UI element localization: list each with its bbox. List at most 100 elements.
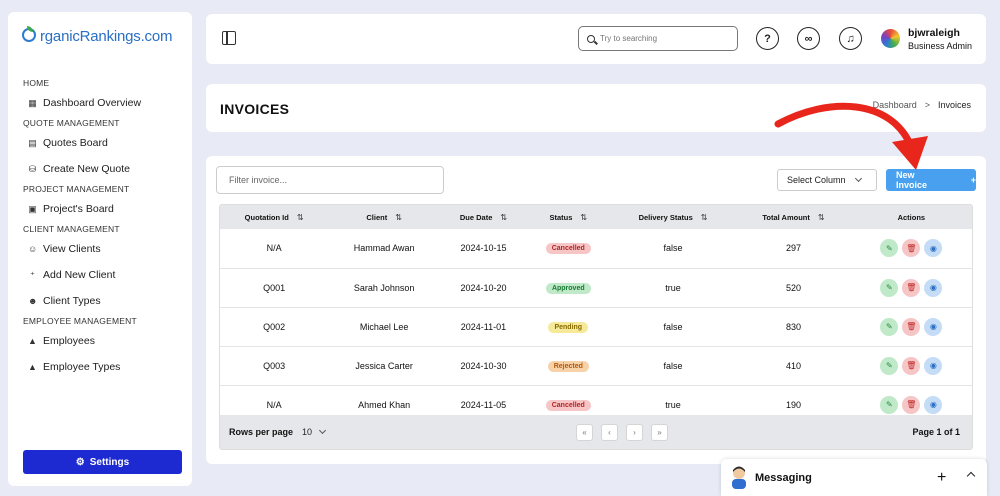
column-header-status[interactable]: Status ⇅: [549, 212, 588, 222]
clipboard-icon: ▣: [28, 203, 37, 214]
view-button[interactable]: ◉: [924, 239, 943, 258]
database-icon: ⛁: [28, 163, 37, 174]
prev-page-button[interactable]: ‹: [601, 423, 618, 441]
sidebar-item-quotes-board[interactable]: ▤ Quotes Board: [8, 130, 192, 156]
chevron-up-icon[interactable]: [966, 471, 976, 481]
next-page-button[interactable]: ›: [626, 423, 643, 441]
status-badge: Cancelled: [545, 243, 591, 255]
sidebar-item-employee-types[interactable]: ▲ Employee Types: [8, 354, 192, 380]
cell-client: Ahmed Khan: [358, 399, 411, 410]
nav-heading-client: CLIENT MANAGEMENT: [23, 224, 120, 234]
notifications-button[interactable]: ♫: [839, 27, 862, 50]
nav-heading-home: HOME: [23, 78, 50, 88]
status-badge: Rejected: [547, 360, 589, 372]
select-column-dropdown[interactable]: Select Column: [777, 169, 877, 191]
table-row: N/A Hammad Awan 2024-10-15 Cancelled fal…: [220, 229, 972, 268]
page-title: INVOICES: [220, 101, 290, 117]
page-info: Page 1 of 1: [912, 427, 960, 437]
column-header-total-amount[interactable]: Total Amount ⇅: [762, 212, 825, 222]
sidebar-item-dashboard-overview[interactable]: ▦ Dashboard Overview: [8, 90, 192, 116]
messaging-avatar-icon: [732, 466, 746, 489]
column-header-client[interactable]: Client ⇅: [366, 212, 402, 222]
column-header-actions: Actions: [897, 212, 926, 222]
nav-heading-quote: QUOTE MANAGEMENT: [23, 118, 120, 128]
column-header-delivery-status[interactable]: Delivery Status ⇅: [638, 212, 708, 222]
page-title-bar: INVOICES Dashboard > Invoices: [206, 84, 986, 132]
sidebar-item-projects-board[interactable]: ▣ Project's Board: [8, 196, 192, 222]
sort-icon[interactable]: ⇅: [817, 212, 825, 222]
view-button[interactable]: ◉: [924, 356, 943, 375]
filter-invoice-input[interactable]: [216, 166, 444, 194]
delete-button[interactable]: 🗑: [902, 356, 921, 375]
cell-delivery-status: true: [665, 282, 681, 293]
cell-delivery-status: false: [663, 360, 683, 371]
sidebar: rganicRankings.com HOME ▦ Dashboard Over…: [8, 12, 192, 486]
table-row: Q003 Jessica Carter 2024-10-30 Rejected …: [220, 346, 972, 385]
first-page-button[interactable]: «: [576, 423, 593, 441]
edit-button[interactable]: ✎: [880, 278, 899, 297]
cell-client: Michael Lee: [359, 321, 409, 332]
sidebar-toggle-icon[interactable]: [222, 31, 236, 45]
sort-icon[interactable]: ⇅: [500, 212, 508, 222]
nav-heading-employee: EMPLOYEE MANAGEMENT: [23, 316, 137, 326]
new-invoice-button[interactable]: New Invoice +: [886, 169, 976, 191]
sort-icon[interactable]: ⇅: [700, 212, 708, 222]
view-button[interactable]: ◉: [924, 278, 943, 297]
search-box[interactable]: [578, 26, 738, 51]
user-plus-icon: ⁺: [30, 269, 35, 280]
cell-delivery-status: false: [663, 321, 683, 332]
sort-icon[interactable]: ⇅: [296, 212, 304, 222]
column-header-quotation-id[interactable]: Quotation Id ⇅: [244, 212, 304, 222]
breadcrumb: Dashboard > Invoices: [873, 100, 971, 110]
link-icon: ∞: [804, 32, 813, 45]
sidebar-item-label: Client Types: [43, 295, 101, 307]
delete-button[interactable]: 🗑: [902, 278, 921, 297]
settings-label: Settings: [89, 456, 130, 468]
delete-button[interactable]: 🗑: [902, 239, 921, 258]
brand-logo[interactable]: rganicRankings.com: [22, 26, 172, 46]
sidebar-item-client-types[interactable]: ☻ Client Types: [8, 288, 192, 314]
search-input[interactable]: [600, 34, 720, 43]
cell-quotation-id: Q003: [263, 360, 286, 371]
sidebar-item-label: Dashboard Overview: [43, 97, 142, 109]
avatar[interactable]: [881, 29, 900, 48]
user-name: bjwraleigh: [908, 27, 960, 39]
breadcrumb-dashboard-link[interactable]: Dashboard: [872, 100, 917, 110]
sort-icon[interactable]: ⇅: [395, 212, 402, 222]
edit-button[interactable]: ✎: [880, 395, 899, 414]
cell-client: Jessica Carter: [355, 360, 413, 371]
invoices-card: Select Column New Invoice + Quotation Id…: [206, 156, 986, 464]
sidebar-item-create-new-quote[interactable]: ⛁ Create New Quote: [8, 156, 192, 182]
delete-button[interactable]: 🗑: [902, 395, 921, 414]
sidebar-item-view-clients[interactable]: ☺ View Clients: [8, 236, 192, 262]
help-button[interactable]: ?: [756, 27, 779, 50]
new-message-button[interactable]: +: [937, 468, 947, 486]
edit-button[interactable]: ✎: [880, 239, 899, 258]
edit-button[interactable]: ✎: [880, 317, 899, 336]
rows-per-page-label: Rows per page: [229, 427, 294, 437]
sidebar-item-add-new-client[interactable]: ⁺ Add New Client: [8, 262, 192, 288]
view-button[interactable]: ◉: [924, 317, 943, 336]
rows-per-page-select[interactable]: 10: [302, 426, 327, 437]
breadcrumb-separator: >: [924, 100, 930, 110]
settings-button[interactable]: ⚙ Settings: [23, 450, 182, 474]
user-tag-icon: ☻: [28, 295, 38, 306]
view-button[interactable]: ◉: [924, 395, 943, 414]
cell-due-date: 2024-10-30: [460, 360, 507, 371]
select-column-label: Select Column: [787, 175, 846, 185]
table-row: Q001 Sarah Johnson 2024-10-20 Approved t…: [220, 268, 972, 307]
messaging-widget[interactable]: Messaging +: [721, 459, 987, 496]
cell-delivery-status: true: [665, 399, 681, 410]
top-header: ? ∞ ♫ bjwraleigh Business Admin: [206, 14, 986, 64]
edit-button[interactable]: ✎: [880, 356, 899, 375]
document-icon: ▤: [28, 137, 37, 148]
column-header-due-date[interactable]: Due Date ⇅: [459, 212, 508, 222]
link-button[interactable]: ∞: [797, 27, 820, 50]
last-page-button[interactable]: »: [651, 423, 668, 441]
sidebar-item-label: Create New Quote: [43, 163, 130, 175]
sort-icon[interactable]: ⇅: [580, 212, 588, 222]
sidebar-item-employees[interactable]: ▲ Employees: [8, 328, 192, 354]
plus-icon: +: [970, 175, 976, 185]
delete-button[interactable]: 🗑: [902, 317, 921, 336]
nav-heading-project: PROJECT MANAGEMENT: [23, 184, 130, 194]
